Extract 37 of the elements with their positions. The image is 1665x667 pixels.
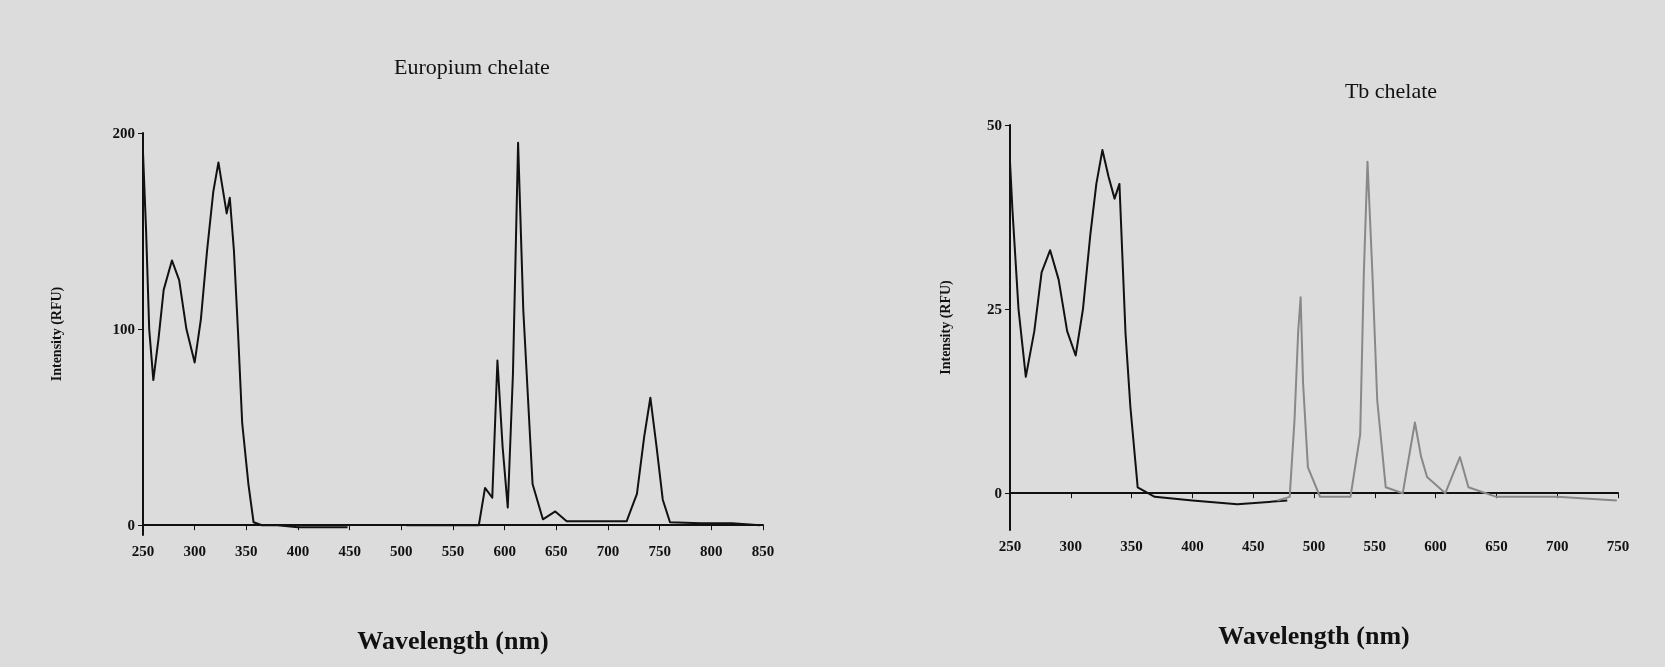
x-tick-label: 500: [390, 542, 413, 559]
y-tick-label: 100: [112, 321, 135, 338]
x-tick-label: 700: [1545, 537, 1569, 554]
x-axis-title: Wavelength (nm): [1218, 620, 1410, 650]
x-tick-label: 550: [441, 542, 465, 559]
x-tick-label: 600: [493, 542, 516, 559]
x-tick-label: 800: [700, 542, 723, 559]
x-axis-title: Wavelength (nm): [357, 625, 549, 655]
x-tick-label: 450: [338, 542, 361, 559]
y-tick-label: 50: [987, 117, 1002, 133]
x-tick-label: 350: [235, 542, 258, 559]
x-tick-label: 750: [648, 542, 671, 559]
y-axis-title: Intensity (RFU): [937, 279, 954, 375]
x-tick-label: 500: [1302, 537, 1326, 554]
x-tick-label: 300: [1059, 537, 1083, 554]
x-tick-label: 400: [286, 542, 310, 559]
y-axis-title: Intensity (RFU): [48, 286, 65, 382]
x-tick-label: 550: [1363, 537, 1387, 554]
x-tick-label: 300: [183, 542, 206, 559]
y-tick-label: 200: [112, 125, 135, 141]
y-tick-label: 0: [127, 517, 135, 534]
x-tick-label: 350: [1120, 537, 1143, 554]
y-tick-label: 25: [987, 301, 1002, 318]
x-tick-label: 650: [1485, 537, 1508, 554]
chart-title: Tb chelate: [1344, 77, 1438, 103]
x-tick-label: 850: [751, 542, 775, 559]
x-tick-label: 250: [131, 542, 155, 559]
x-tick-label: 450: [1241, 537, 1265, 554]
x-tick-label: 600: [1424, 537, 1447, 554]
y-tick-label: 0: [994, 485, 1002, 502]
x-tick-label: 650: [545, 542, 568, 559]
x-tick-label: 700: [596, 542, 620, 559]
line-series: [1276, 160, 1618, 502]
x-tick-label: 250: [998, 537, 1022, 554]
x-tick-label: 750: [1606, 537, 1630, 554]
chart-title: Europium chelate: [394, 53, 550, 79]
x-tick-label: 400: [1181, 537, 1204, 554]
